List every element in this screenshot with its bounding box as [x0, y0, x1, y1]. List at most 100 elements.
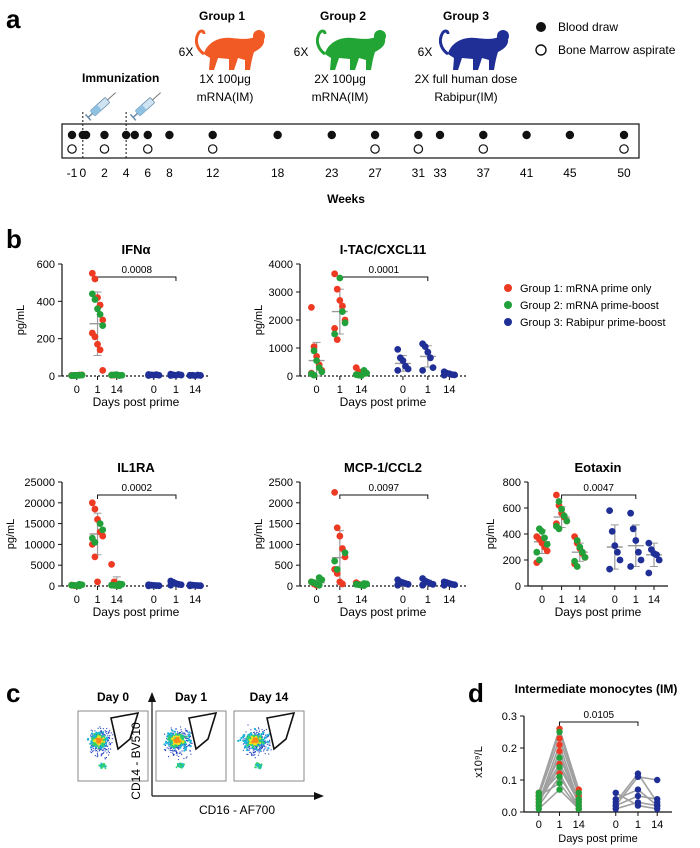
data-point [645, 569, 653, 577]
flow-event [170, 727, 172, 729]
flow-event [164, 740, 168, 744]
flow-event [258, 737, 262, 740]
data-point [535, 805, 542, 812]
flow-event [254, 754, 256, 756]
flow-event [184, 728, 186, 730]
flow-event [245, 731, 247, 733]
flow-event [172, 754, 174, 756]
flow-event [185, 757, 187, 759]
flow-event [105, 756, 108, 759]
flow-event [176, 742, 179, 745]
blood-draw-marker [143, 130, 152, 140]
data-point [556, 728, 563, 736]
flow-event [248, 749, 250, 751]
data-point [654, 796, 661, 803]
data-point [419, 367, 427, 374]
flow-event [245, 743, 247, 745]
flow-event [263, 730, 265, 732]
blood-draw-marker [165, 130, 174, 140]
x-axis-label: Days post prime [340, 395, 427, 409]
data-point [341, 549, 349, 557]
flow-event [264, 734, 267, 736]
flow-event [254, 747, 257, 750]
data-point [333, 524, 341, 532]
y-tick-label: 600 [37, 259, 55, 271]
data-point [612, 789, 619, 796]
group-2-count: 6X [294, 45, 309, 59]
flow-event [100, 738, 103, 741]
flow-event [94, 745, 97, 749]
flow-event [93, 750, 95, 752]
data-point [645, 539, 653, 547]
marrow-marker [413, 144, 424, 154]
data-point [99, 316, 107, 324]
monkey-tail [315, 29, 327, 56]
data-point [543, 547, 551, 555]
x-tick-label: 0 [400, 384, 406, 396]
data-point [563, 517, 571, 525]
flow-event [96, 753, 99, 755]
gate-polygon [266, 711, 296, 751]
flow-event [164, 749, 166, 751]
data-point [629, 525, 637, 533]
flow-event [183, 749, 186, 752]
data-point [541, 534, 548, 542]
flow-event [184, 735, 186, 737]
flow-event [172, 745, 176, 749]
flow-event [100, 754, 102, 756]
flow-event [184, 748, 187, 751]
panel-label-c: c [6, 678, 20, 708]
data-point [424, 348, 432, 356]
flow-event [178, 747, 180, 749]
blood-draw-marker [130, 130, 139, 140]
flow-event [252, 754, 254, 756]
x-tick-label: 14 [574, 594, 586, 606]
flow-event [96, 739, 99, 742]
flow-event [248, 745, 251, 748]
flow-event [100, 743, 103, 746]
data-point [197, 372, 204, 379]
flow-event [257, 766, 260, 769]
data-point [91, 538, 99, 546]
marrow-marker [478, 144, 489, 154]
blood-draw-marker [81, 130, 91, 140]
data-point [363, 369, 371, 377]
flow-event [185, 739, 188, 741]
flow-event [107, 754, 110, 756]
flow-event [239, 738, 242, 742]
data-point [360, 582, 368, 589]
y-tick-label: 5000 [31, 560, 55, 572]
x-tick-label: 1 [556, 819, 562, 831]
data-point [333, 285, 341, 293]
data-point [394, 367, 402, 374]
flow-event [107, 750, 109, 752]
flow-event [186, 737, 188, 740]
data-point [606, 565, 613, 573]
flow-event [254, 732, 256, 735]
week-label: 4 [123, 166, 130, 180]
chart-title: Eotaxin [575, 460, 622, 475]
flow-event [179, 751, 181, 753]
y-tick-label: 25000 [24, 477, 55, 489]
flow-event [163, 749, 166, 751]
week-label: 6 [144, 166, 151, 180]
flow-event [189, 735, 192, 738]
p-value-label: 0.0002 [121, 483, 152, 494]
flow-event [176, 765, 179, 768]
data-point [556, 780, 563, 787]
data-point [556, 741, 563, 748]
flow-event [255, 766, 257, 769]
flow-event [190, 732, 192, 734]
flow-event [264, 747, 266, 749]
flow-event [253, 754, 255, 756]
x-tick-label: 14 [573, 819, 585, 831]
flow-event [247, 724, 249, 726]
flow-event [108, 743, 110, 745]
data-point [558, 505, 565, 513]
flow-event [86, 738, 90, 741]
x-tick-label: 0 [314, 384, 320, 396]
flow-event [258, 742, 262, 745]
panel-label-b: b [6, 224, 22, 254]
data-point [627, 509, 634, 517]
